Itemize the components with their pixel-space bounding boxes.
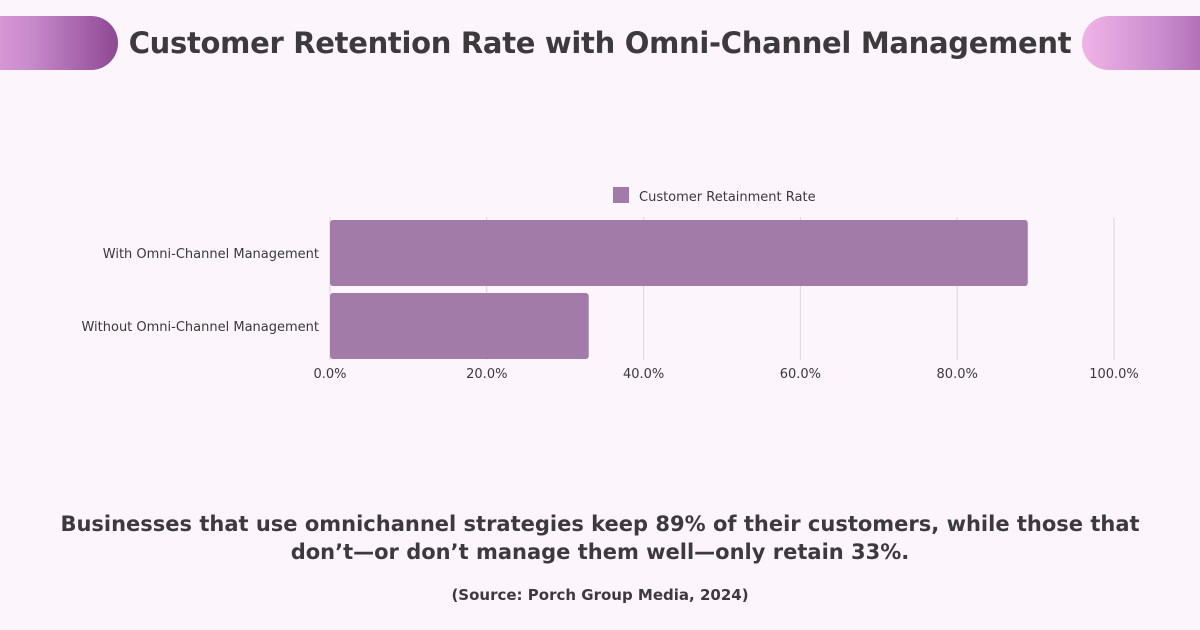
x-tick-label: 100.0%	[1089, 367, 1139, 382]
bar	[330, 220, 1028, 286]
decorative-pill-left	[0, 16, 118, 70]
x-tick-label: 80.0%	[937, 367, 978, 382]
x-tick-label: 60.0%	[780, 367, 821, 382]
source-citation: (Source: Porch Group Media, 2024)	[451, 586, 749, 604]
legend-label: Customer Retainment Rate	[639, 190, 816, 205]
category-label: With Omni-Channel Management	[103, 247, 319, 262]
legend-swatch	[613, 187, 629, 203]
bar	[330, 293, 589, 359]
x-tick-label: 0.0%	[313, 367, 346, 382]
decorative-pill-right	[1082, 16, 1200, 70]
chart-legend: Customer Retainment Rate	[613, 187, 816, 205]
category-labels: With Omni-Channel Management Without Omni…	[81, 247, 319, 335]
x-tick-label: 40.0%	[623, 367, 664, 382]
x-tick-label: 20.0%	[466, 367, 507, 382]
bar-chart: With Omni-Channel Management Without Omni…	[81, 187, 1139, 382]
category-label: Without Omni-Channel Management	[81, 320, 319, 335]
summary-text: Businesses that use omnichannel strategi…	[60, 512, 1140, 564]
bars	[330, 220, 1028, 359]
x-tick-labels: 0.0% 20.0% 40.0% 60.0% 80.0% 100.0%	[313, 367, 1138, 382]
page-title: Customer Retention Rate with Omni-Channe…	[128, 26, 1072, 60]
